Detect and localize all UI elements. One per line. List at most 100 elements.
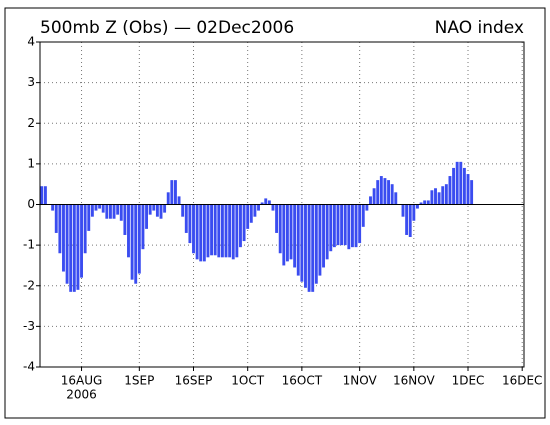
bar xyxy=(166,192,170,205)
bar xyxy=(228,204,232,258)
bar xyxy=(202,204,206,262)
bar xyxy=(369,196,372,205)
y-tick-label: -3 xyxy=(23,319,35,333)
bar xyxy=(62,204,65,272)
bar xyxy=(332,204,336,248)
chart-title: 500mb Z (Obs) — 02Dec2006 xyxy=(40,18,294,38)
bar xyxy=(220,204,224,258)
y-tick-label: 4 xyxy=(27,35,35,49)
bar xyxy=(108,204,112,219)
bar xyxy=(94,204,98,211)
bar xyxy=(296,204,300,276)
bar xyxy=(148,204,152,215)
bar xyxy=(213,204,217,256)
bar xyxy=(293,204,297,268)
bar xyxy=(98,204,102,209)
bar xyxy=(394,192,398,205)
y-tick-label: 3 xyxy=(27,75,35,89)
bar xyxy=(72,204,76,292)
bar xyxy=(343,204,347,246)
bar xyxy=(314,204,318,284)
bar xyxy=(462,167,466,205)
bar xyxy=(426,200,430,205)
bar xyxy=(159,204,163,219)
bar xyxy=(354,204,358,248)
bar xyxy=(80,204,83,278)
bar xyxy=(83,204,87,254)
bar xyxy=(379,176,383,205)
x-tick-label: 1NOV xyxy=(343,374,378,388)
bar xyxy=(437,192,441,205)
bar xyxy=(329,204,333,252)
bar xyxy=(130,204,134,280)
bar xyxy=(387,180,390,205)
bar xyxy=(459,161,463,205)
bar xyxy=(40,186,44,205)
bar xyxy=(90,204,94,217)
bar xyxy=(336,204,340,246)
bar xyxy=(271,204,275,211)
bar xyxy=(412,204,416,221)
bar xyxy=(282,204,286,266)
y-tick-label: -4 xyxy=(23,360,35,374)
bar xyxy=(376,180,380,205)
bar xyxy=(249,204,253,223)
bar xyxy=(365,204,369,211)
x-tick-label: 1OCT xyxy=(231,374,264,388)
bar xyxy=(235,204,239,258)
plot-frame xyxy=(39,41,525,368)
bar xyxy=(275,204,279,233)
y-tick-label: -1 xyxy=(23,238,35,252)
bar xyxy=(145,204,148,229)
bar xyxy=(101,204,105,213)
bar xyxy=(318,204,322,276)
bar xyxy=(466,174,470,205)
bar xyxy=(361,204,365,227)
bar xyxy=(430,190,434,205)
bar xyxy=(152,204,156,211)
bar xyxy=(307,204,311,292)
bar xyxy=(51,204,55,211)
bar xyxy=(383,178,387,205)
bar xyxy=(112,204,116,219)
bar xyxy=(181,204,185,217)
bar xyxy=(416,204,419,209)
bar xyxy=(455,161,459,205)
bar xyxy=(155,204,159,217)
bar xyxy=(372,188,376,205)
bar xyxy=(322,204,325,268)
bar xyxy=(206,204,210,258)
x-tick-label: 1DEC xyxy=(452,374,485,388)
y-tick-label: 1 xyxy=(27,156,35,170)
bar xyxy=(350,204,354,248)
bar xyxy=(188,204,192,244)
bar xyxy=(177,196,181,205)
bar xyxy=(137,204,141,274)
bar xyxy=(170,180,174,205)
bar xyxy=(105,204,109,219)
x-tick-label: 16OCT xyxy=(282,374,323,388)
bar xyxy=(264,198,268,205)
bar xyxy=(347,204,351,250)
bar xyxy=(390,184,394,205)
bar xyxy=(184,204,188,233)
bar xyxy=(210,204,214,256)
bar xyxy=(195,204,199,260)
bar xyxy=(65,204,69,284)
frame xyxy=(4,7,546,419)
y-tick-label: 2 xyxy=(27,116,35,130)
bar xyxy=(76,204,80,290)
x-tick-label: 16AUG xyxy=(61,374,103,388)
bar xyxy=(217,204,221,258)
bar xyxy=(448,176,452,205)
bar xyxy=(419,202,423,205)
bar xyxy=(174,180,177,205)
bar xyxy=(278,204,282,254)
bar xyxy=(116,204,120,215)
bar xyxy=(127,204,130,258)
bar xyxy=(58,204,62,254)
bar xyxy=(123,204,127,235)
bar xyxy=(311,204,315,292)
x-tick-label: 16SEP xyxy=(175,374,213,388)
bar xyxy=(452,167,456,205)
